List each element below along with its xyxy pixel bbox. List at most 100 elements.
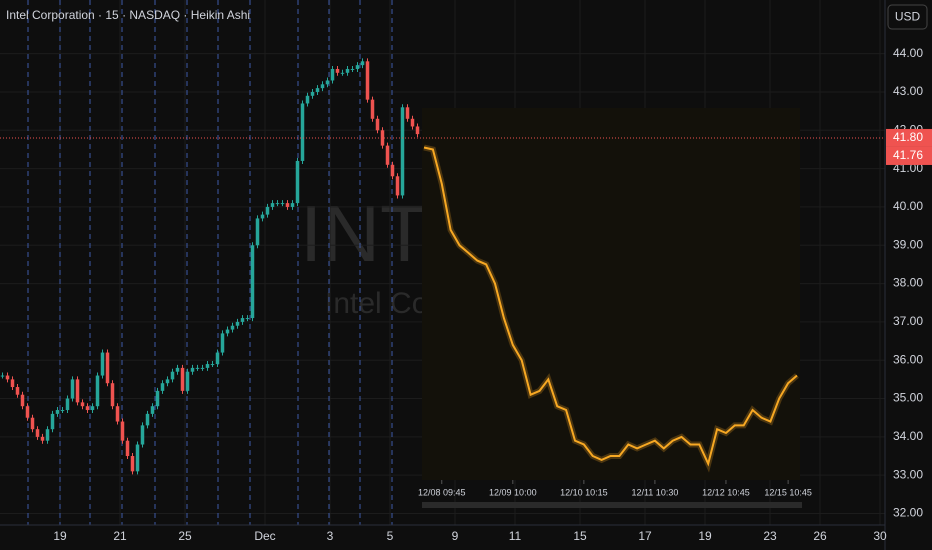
y-tick-label: 32.00 [893,506,923,520]
candle-body [360,61,365,66]
y-tick-label: 38.00 [893,276,923,290]
x-tick-label: 26 [813,529,827,543]
candle-body [55,410,60,414]
x-tick-label: 12/12 10:45 [702,487,750,497]
candle-body [230,325,235,330]
candle-body [70,379,75,399]
y-tick-label: 44.00 [893,46,923,60]
candle-body [255,218,260,246]
candle-body [20,394,25,407]
x-tick-label: 21 [113,529,127,543]
candle-body [65,398,70,411]
candle-body [380,130,385,146]
currency-label: USD [895,10,921,24]
candle-body [45,429,50,441]
candle-body [285,203,290,207]
currency-button[interactable] [887,4,928,30]
candle-body [260,214,265,219]
candle-body [30,417,35,430]
y-tick-label: 37.00 [893,314,923,328]
candle-body [165,379,170,384]
candle-body [15,387,20,395]
candle-body [25,406,30,418]
candle-body [305,95,310,104]
candle-body [80,402,85,407]
x-tick-label: 9 [452,529,459,543]
candle-body [390,164,395,177]
candle-body [205,364,210,368]
candle-body [325,80,330,85]
y-tick-label: 36.00 [893,352,923,366]
candle-body [225,329,230,334]
candle-body [35,429,40,437]
candle-body [335,68,340,73]
candle-body [300,103,305,161]
candle-body [90,406,95,411]
candle-body [220,333,225,353]
price-tag-label: 41.80 [893,130,923,144]
overlay-panel [422,108,800,480]
candle-body [130,456,135,472]
candle-body [60,410,65,412]
x-tick-label: 12/11 10:30 [631,487,678,497]
candle-body [270,203,275,207]
y-tick-label: 40.00 [893,199,923,213]
x-tick-label: 5 [387,529,394,543]
candle-body [175,367,180,372]
candle-body [105,352,110,384]
candle-body [290,203,295,207]
candle-body [190,367,195,372]
candle-body [215,352,220,365]
price-tag [886,128,932,147]
x-tick-label: 12/10 10:15 [560,487,608,497]
y-tick-label: 33.00 [893,467,923,481]
candle-body [115,406,120,422]
candle-body [410,118,415,127]
candle-body [330,68,335,81]
candle-body [180,367,185,391]
candle-body [235,321,240,326]
candle-body [385,145,390,165]
y-tick-label: 34.00 [893,429,923,443]
candle-body [155,390,160,407]
candle-body [340,72,345,74]
candle-body [40,436,45,441]
candle-body [265,206,270,215]
candle-body [5,375,10,380]
candle-body [10,379,15,388]
price-tag [886,146,932,165]
y-tick-label: 43.00 [893,84,923,98]
candle-body [125,440,130,457]
overlay-scrollbar [422,502,802,508]
candle-body [120,421,125,441]
candle-body [275,203,280,205]
x-tick-label: 30 [873,529,887,543]
candle-body [150,406,155,414]
x-tick-label: 12/15 10:45 [764,487,812,497]
y-tick-label: 39.00 [893,237,923,251]
line [423,146,798,467]
x-tick-label: 23 [763,529,777,543]
chart-title: Intel Corporation · 15 · NASDAQ · Heikin… [6,8,250,22]
candle-body [355,65,360,69]
x-tick-label: 19 [53,529,67,543]
x-tick-label: 3 [327,529,334,543]
candles [0,58,420,475]
candle-body [135,444,140,472]
candle-body [95,375,100,407]
candle-body [250,245,255,319]
x-tick-label: 19 [698,529,712,543]
candle-body [370,99,375,119]
price-tag-label: 41.76 [893,148,923,162]
candle-body [310,91,315,96]
candle-body [50,413,55,430]
candle-body [140,425,145,445]
x-tick-label: 11 [509,529,522,543]
candle-body [145,413,150,426]
candle-body [75,379,80,403]
candle-body [195,367,200,369]
x-tick-label: 25 [178,529,192,543]
x-tick-label: 12/08 09:45 [418,487,466,497]
